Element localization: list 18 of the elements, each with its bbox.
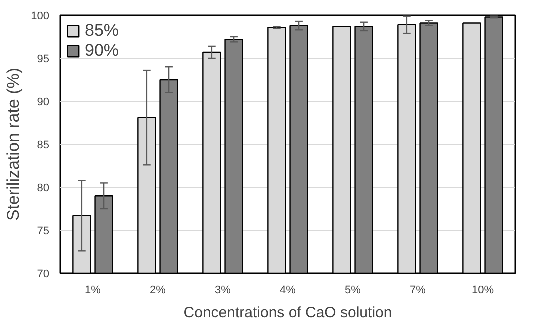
y-tick-label: 80 xyxy=(37,182,50,194)
x-tick-label: 4% xyxy=(280,284,296,296)
x-tick-label: 5% xyxy=(345,284,362,296)
x-tick-label: 3% xyxy=(215,284,232,296)
y-tick-label: 95 xyxy=(37,54,50,66)
legend-label: 85% xyxy=(85,21,120,41)
y-tick-label: 100 xyxy=(31,10,50,22)
y-axis-title: Sterilization rate (%) xyxy=(4,68,24,222)
legend-label: 90% xyxy=(85,41,120,61)
y-tick-label: 70 xyxy=(37,268,50,280)
y-tick-label: 85 xyxy=(37,140,50,152)
y-tick-label: 90 xyxy=(37,96,50,108)
x-tick-label: 2% xyxy=(150,284,166,296)
x-axis-title: Concentrations of CaO solution xyxy=(184,304,392,322)
y-tick-label: 75 xyxy=(37,226,50,238)
x-tick-label: 10% xyxy=(472,284,494,296)
x-tick-label: 7% xyxy=(410,284,426,296)
x-tick-label: 1% xyxy=(85,284,102,296)
